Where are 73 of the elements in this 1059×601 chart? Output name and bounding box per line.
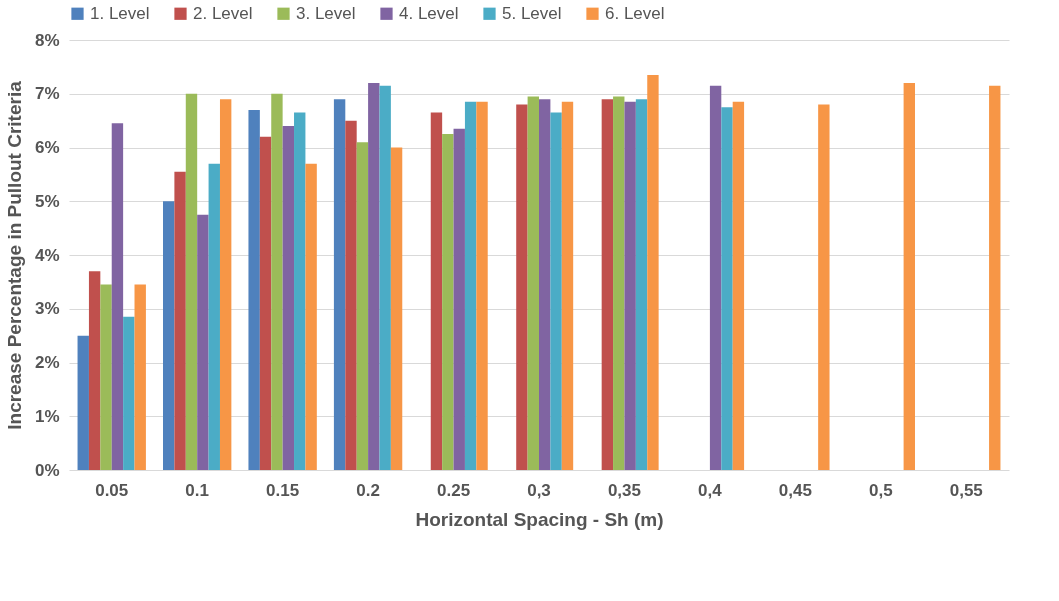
bar — [624, 101, 636, 470]
legend-label: 5. Level — [502, 3, 562, 23]
x-tick-label: 0.25 — [437, 480, 471, 500]
bar — [601, 99, 614, 470]
bar — [818, 104, 830, 470]
bar — [647, 74, 659, 470]
x-tick-label: 0,3 — [527, 480, 551, 500]
bar — [379, 85, 391, 470]
bar — [174, 171, 186, 470]
bar — [989, 85, 1001, 470]
bar — [123, 316, 135, 470]
bar — [368, 83, 380, 470]
x-tick-label: 0,35 — [607, 480, 641, 500]
x-tick-label: 0,5 — [869, 480, 893, 500]
bar — [476, 101, 488, 470]
y-tick-label: 4% — [34, 245, 60, 265]
y-tick-label: 2% — [34, 353, 60, 372]
y-tick-label: 8% — [34, 30, 60, 50]
x-tick-label: 0.1 — [185, 480, 209, 500]
x-tick-label: 0,55 — [949, 480, 983, 500]
x-tick-label: 0.05 — [95, 480, 129, 500]
bar — [185, 93, 198, 470]
bar — [134, 284, 146, 470]
y-tick-label: 6% — [34, 138, 60, 157]
bar — [111, 123, 124, 470]
y-axis-title: Increase Percentage in Pullout Criteria — [3, 80, 25, 430]
bar — [550, 112, 562, 470]
bar — [345, 120, 357, 470]
bar — [305, 163, 317, 470]
bar — [248, 109, 260, 470]
x-tick-label: 0,45 — [778, 480, 812, 500]
bar — [88, 271, 101, 470]
y-tick-label: 1% — [34, 406, 60, 426]
bar — [294, 112, 306, 470]
x-tick-label: 0.2 — [356, 480, 380, 500]
bar — [259, 136, 272, 470]
bar — [271, 93, 283, 470]
bar — [464, 101, 477, 470]
bar — [163, 201, 175, 470]
bar — [903, 83, 915, 470]
bar — [539, 99, 551, 470]
bar — [453, 128, 465, 470]
bar — [613, 96, 625, 470]
y-tick-label: 0% — [34, 460, 60, 480]
bar — [333, 99, 346, 470]
bar — [430, 112, 443, 470]
x-axis-title: Horizontal Spacing - Sh (m) — [415, 508, 664, 530]
bar — [282, 126, 295, 470]
bar — [77, 335, 89, 470]
legend-label: 4. Level — [399, 3, 459, 23]
bar — [721, 107, 733, 470]
bar — [208, 163, 220, 470]
x-tick-label: 0,4 — [698, 480, 723, 500]
y-tick-label: 3% — [34, 299, 60, 319]
bar — [561, 101, 574, 470]
legend-label: 2. Level — [193, 3, 253, 23]
x-tick-label: 0.15 — [266, 480, 300, 500]
bar — [356, 142, 369, 470]
legend-label: 6. Level — [605, 3, 665, 23]
y-tick-label: 7% — [34, 84, 60, 104]
bar — [527, 96, 539, 470]
bar — [197, 214, 209, 470]
bar — [390, 147, 403, 470]
legend-label: 1. Level — [90, 3, 150, 23]
legend-label: 3. Level — [296, 3, 356, 23]
y-tick-label: 5% — [34, 191, 60, 211]
bar — [219, 99, 232, 470]
bar — [635, 99, 648, 470]
bar — [709, 85, 722, 470]
bar — [442, 134, 454, 470]
bar — [732, 101, 745, 470]
bar — [516, 104, 528, 470]
bar — [100, 284, 112, 470]
